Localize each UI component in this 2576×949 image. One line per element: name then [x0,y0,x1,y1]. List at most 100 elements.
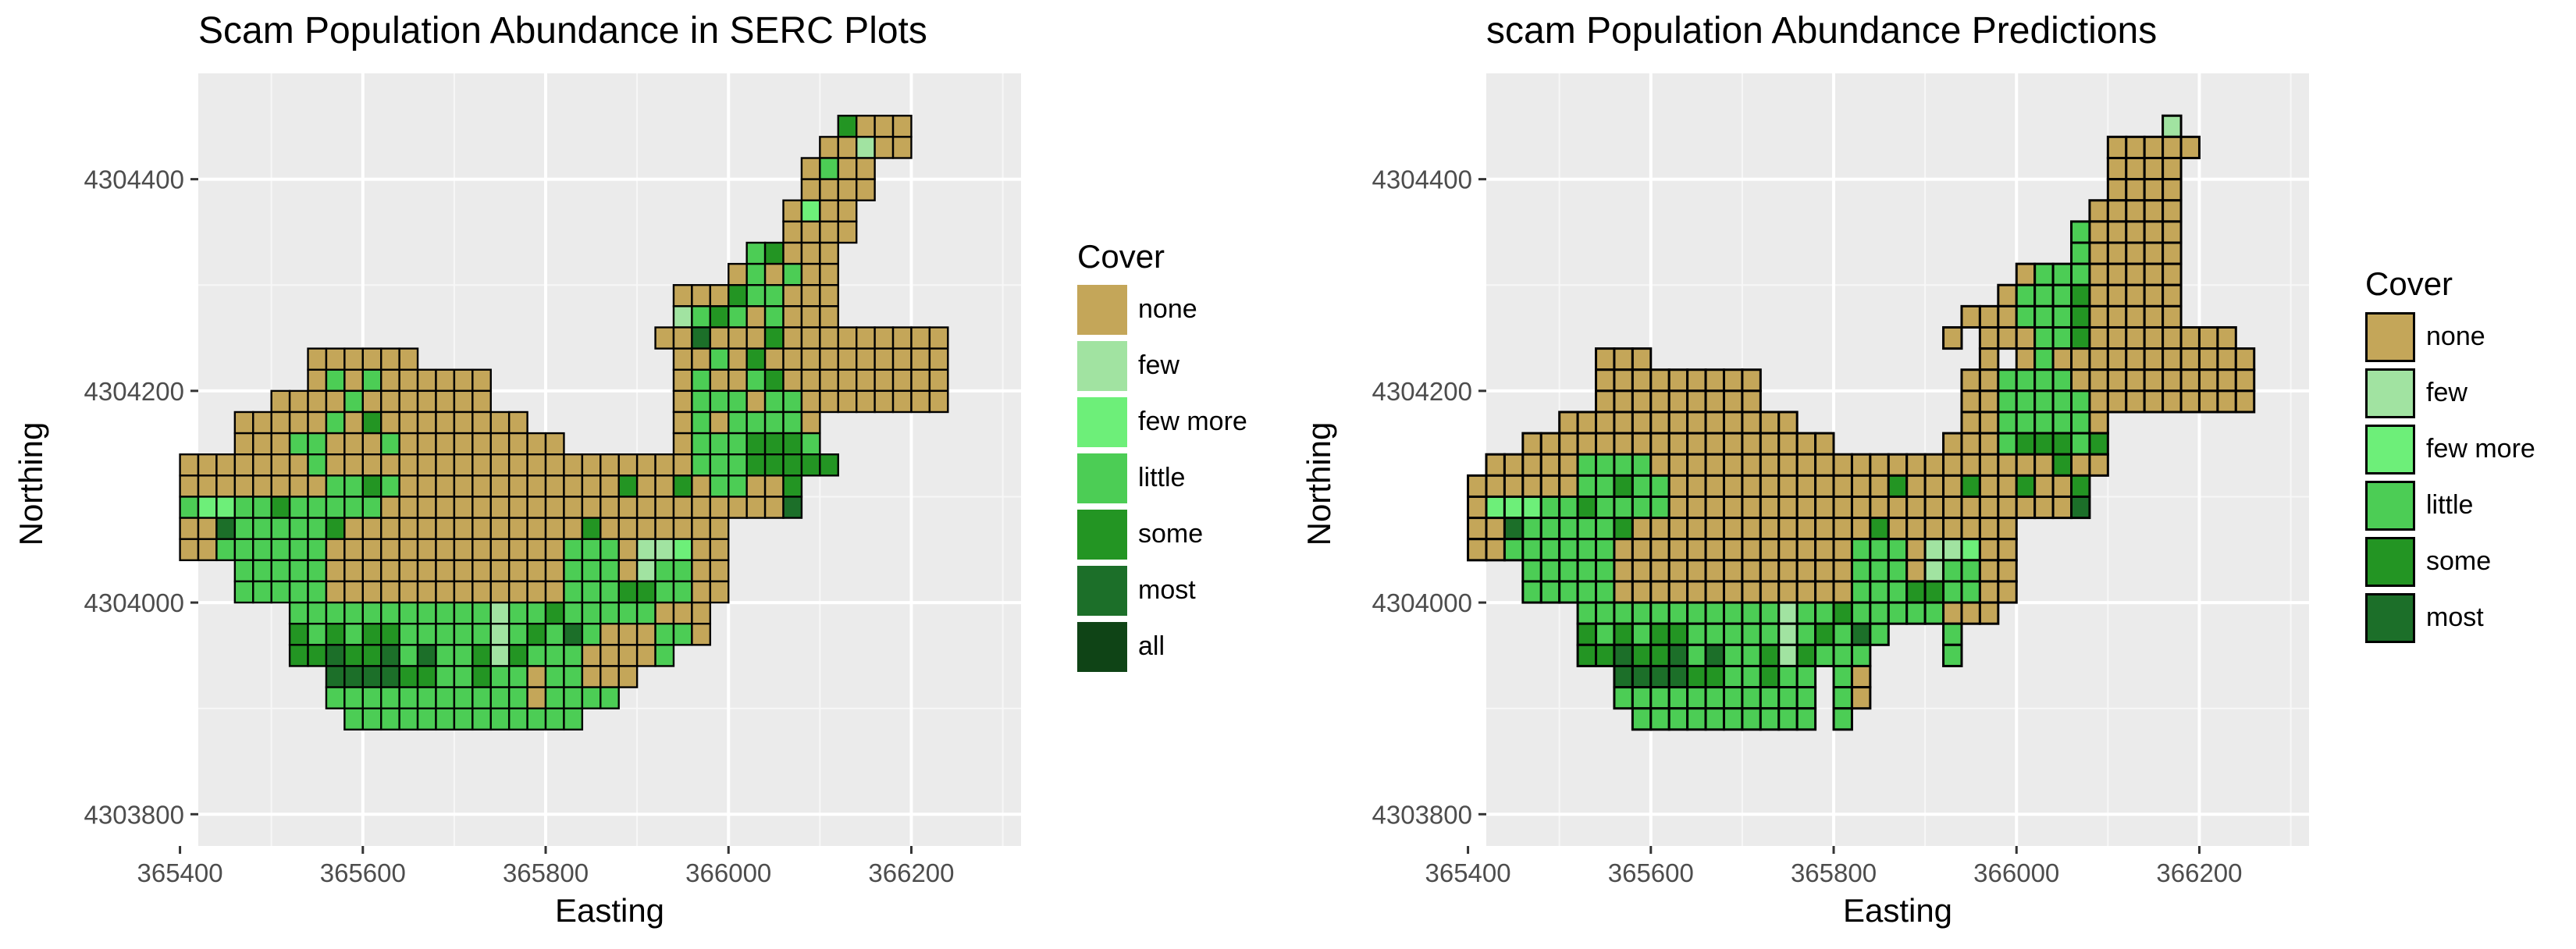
tile-cell [2216,368,2237,393]
tile-cell [453,411,474,435]
tile-cell [398,644,419,667]
tile-cell [800,432,821,456]
tile-cell [544,474,565,498]
tile-cell [2088,325,2109,350]
tile-cell [1667,411,1689,435]
tile-cell [819,389,839,414]
tile-cell [635,496,656,519]
tile-cell [728,411,748,435]
y-tick-label: 4304200 [84,377,184,406]
tile-cell [1869,517,1890,541]
tile-cell [745,411,767,435]
tile-cell [1832,517,1853,541]
tile-cell [1631,389,1653,414]
tile-cell [416,707,437,731]
tile-cell [728,389,748,414]
legend-label: none [2426,322,2485,351]
tile-cell [2143,347,2165,371]
tile-cell [380,538,400,562]
tile-cell [471,601,492,625]
tile-cell [2033,474,2055,498]
tile-cell [1741,664,1762,689]
tile-cell [526,665,547,688]
tile-cell [891,115,913,138]
tile-cell [1777,707,1799,731]
tile-cell [398,368,419,393]
tile-cell [635,517,656,540]
tile-cell [197,517,218,540]
tile-cell [2106,347,2128,371]
tile-cell [2161,114,2183,138]
tile-cell [800,305,821,329]
tile-cell [654,474,675,498]
legend-key [1077,341,1127,391]
tile-cell [1759,601,1781,625]
tile-cell [1923,517,1945,541]
tile-cell [1722,474,1744,498]
tile-cell [252,474,272,498]
tile-cell [709,517,730,540]
tile-cell [691,432,712,456]
tile-cell [1997,411,2018,435]
tile-cell [837,178,858,201]
tile-cell [233,474,254,498]
tile-cell [581,644,602,667]
tile-cell [1667,643,1689,667]
tile-cell [617,496,639,519]
tile-cell [1521,453,1542,477]
tile-cell [435,559,456,583]
panel-predicted: scam Population Abundance Predictions 36… [1288,0,2576,949]
tile-cell [635,623,656,646]
tile-cell [800,178,821,201]
tile-cell [1558,559,1579,583]
tile-cell [1741,580,1762,604]
tile-cell [1558,580,1579,604]
x-tick-label: 366000 [1973,858,2059,887]
tile-cell [1832,538,1853,562]
tile-cell [617,644,639,667]
tile-cell [2143,135,2165,159]
tile-cell [2015,347,2037,371]
tile-cell [507,644,528,667]
tile-cell [1869,580,1890,604]
tile-cell [380,453,400,477]
tile-cell [1576,432,1598,456]
tile-cell [507,538,528,562]
tile-cell [2033,283,2055,307]
tile-cell [563,517,584,540]
tile-cell [435,368,456,393]
tile-cell [1704,368,1725,393]
tile-cell [2106,135,2128,159]
tile-cell [1649,580,1670,604]
tile-cell [800,453,821,477]
tile-cell [2015,453,2037,477]
tile-cell [1887,453,1909,477]
tile-cell [1704,432,1725,456]
tile-cell [325,601,346,625]
tile-cell [343,665,364,688]
tile-cell [1960,411,1981,435]
tile-cell [489,623,511,646]
tile-cell [1814,538,1835,562]
tile-cell [617,538,639,562]
tile-cell [1942,453,1963,477]
tile-cell [416,389,437,414]
tile-cell [507,496,528,519]
tile-cell [544,644,565,667]
tile-cell [1686,664,1707,689]
tile-cell [581,538,602,562]
tile-cell [325,347,346,371]
tile-cell [1777,432,1799,456]
tile-cell [600,665,620,688]
tile-cell [471,686,492,709]
tile-cell [1997,580,2018,604]
tile-cell [2033,432,2055,456]
tile-cell [1777,559,1799,583]
tile-cell [1850,495,1872,520]
tile-cell [617,453,639,477]
tile-cell [2106,262,2128,286]
tile-cell [2088,220,2109,244]
legend-key [2365,368,2415,418]
x-tick-label: 365400 [1425,858,1511,887]
tile-cell [2033,389,2055,414]
